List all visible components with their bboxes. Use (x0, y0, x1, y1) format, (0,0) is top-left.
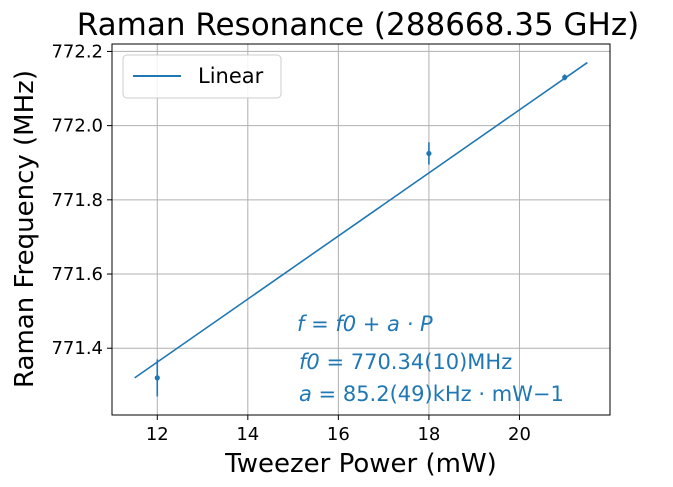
grid (112, 44, 610, 415)
data-point (562, 74, 568, 80)
x-tick-label: 12 (146, 424, 169, 445)
y-tick-label: 772.0 (51, 116, 103, 137)
annotation-slope-value: 85.2(49)kHz · mW−1 (343, 382, 564, 406)
annotation-offset: f0 = 770.34(10)MHz (299, 350, 512, 374)
annotation-offset-lhs: f0 (299, 350, 320, 374)
plot-frame (111, 43, 611, 416)
annotation-equation-rhs: f0 + a · P (335, 312, 433, 336)
annotation-slope: a = 85.2(49)kHz · mW−1 (299, 382, 564, 406)
x-axis-label: Tweezer Power (mW) (224, 449, 497, 479)
annotation-offset-eq: = (320, 350, 351, 374)
y-tick-label: 772.2 (51, 41, 103, 62)
legend-box (122, 54, 282, 99)
x-tick-label: 18 (417, 424, 440, 445)
annotation-equation-eq: = (304, 312, 335, 336)
data-points (154, 74, 568, 397)
y-tick-label: 771.8 (51, 190, 103, 211)
annotation-equation: f = f0 + a · P (297, 312, 433, 336)
data-point (426, 150, 432, 157)
fit-line-group (134, 61, 588, 379)
axis-ticks: 12 14 16 18 20 771.4 771.6 771.8 772.0 772.2 (51, 41, 530, 445)
x-tick-label: 20 (508, 424, 531, 445)
fit-annotation: f = f0 + a · P f0 = 770.34(10)MHz a = 85… (297, 312, 564, 406)
y-axis-label: Raman Frequency (MHz) (10, 70, 40, 388)
annotation-offset-value: 770.34(10)MHz (351, 350, 513, 374)
legend-label: Linear (198, 64, 264, 88)
chart-title: Raman Resonance (288668.35 GHz) (77, 7, 639, 43)
fit-line (134, 61, 588, 379)
annotation-slope-eq: = (312, 382, 343, 406)
x-tick-label: 16 (327, 424, 350, 445)
legend: Linear (122, 54, 282, 99)
y-tick-label: 771.4 (51, 338, 103, 359)
data-point (154, 375, 160, 381)
y-tick-label: 771.6 (51, 264, 103, 285)
annotation-equation-lhs: f (297, 312, 308, 336)
annotation-slope-lhs: a (299, 382, 312, 406)
x-tick-label: 14 (236, 424, 259, 445)
